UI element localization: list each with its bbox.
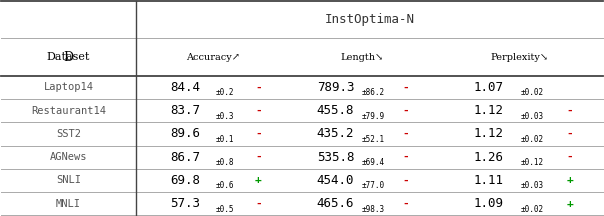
Text: 83.7: 83.7 xyxy=(170,104,200,117)
Text: MNLI: MNLI xyxy=(56,199,81,209)
Text: ±0.3: ±0.3 xyxy=(216,111,234,121)
Text: ±0.02: ±0.02 xyxy=(521,135,544,144)
Text: +: + xyxy=(566,175,573,185)
Text: ±52.1: ±52.1 xyxy=(362,135,385,144)
Text: 57.3: 57.3 xyxy=(170,197,200,210)
Text: Perplexity↘: Perplexity↘ xyxy=(490,52,548,62)
Text: ±69.4: ±69.4 xyxy=(362,158,385,167)
Text: ±0.1: ±0.1 xyxy=(216,135,234,144)
Text: ±79.9: ±79.9 xyxy=(362,111,385,121)
Text: Dataset: Dataset xyxy=(47,52,90,62)
Text: +: + xyxy=(566,199,573,209)
Text: ±0.03: ±0.03 xyxy=(521,111,544,121)
Text: 1.12: 1.12 xyxy=(474,127,504,140)
Text: ±0.02: ±0.02 xyxy=(521,88,544,97)
Text: ±0.5: ±0.5 xyxy=(216,205,234,214)
Text: ±0.03: ±0.03 xyxy=(521,181,544,190)
Text: -: - xyxy=(566,152,573,162)
Text: ±0.6: ±0.6 xyxy=(216,181,234,190)
Text: AGNews: AGNews xyxy=(50,152,87,162)
Text: -: - xyxy=(402,175,409,185)
Text: -: - xyxy=(255,129,262,139)
Text: -: - xyxy=(255,199,262,209)
Text: Accuracy↗: Accuracy↗ xyxy=(185,52,239,62)
Text: 1.26: 1.26 xyxy=(474,151,504,164)
Text: SST2: SST2 xyxy=(56,129,81,139)
Text: Restaurant14: Restaurant14 xyxy=(31,106,106,116)
Text: Length↘: Length↘ xyxy=(340,52,383,62)
Text: -: - xyxy=(402,199,409,209)
Text: 89.6: 89.6 xyxy=(170,127,200,140)
Text: ±0.02: ±0.02 xyxy=(521,205,544,214)
Text: D: D xyxy=(63,51,74,64)
Text: 84.4: 84.4 xyxy=(170,81,200,94)
Text: 435.2: 435.2 xyxy=(316,127,354,140)
Text: -: - xyxy=(566,129,573,139)
Text: 535.8: 535.8 xyxy=(316,151,354,164)
Text: 86.7: 86.7 xyxy=(170,151,200,164)
Text: 1.12: 1.12 xyxy=(474,104,504,117)
Text: +: + xyxy=(255,175,262,185)
Text: -: - xyxy=(402,129,409,139)
Text: Laptop14: Laptop14 xyxy=(43,83,94,92)
Text: -: - xyxy=(402,83,409,92)
Text: 465.6: 465.6 xyxy=(316,197,354,210)
Text: 789.3: 789.3 xyxy=(316,81,354,94)
Text: -: - xyxy=(255,152,262,162)
Text: -: - xyxy=(566,106,573,116)
Text: InstOptima-N: InstOptima-N xyxy=(325,13,415,26)
Text: -: - xyxy=(402,152,409,162)
Text: ±77.0: ±77.0 xyxy=(362,181,385,190)
Text: 1.07: 1.07 xyxy=(474,81,504,94)
Text: 454.0: 454.0 xyxy=(316,174,354,187)
Text: ±98.3: ±98.3 xyxy=(362,205,385,214)
Text: 1.09: 1.09 xyxy=(474,197,504,210)
Text: ±0.8: ±0.8 xyxy=(216,158,234,167)
Text: SNLI: SNLI xyxy=(56,175,81,185)
Text: ±86.2: ±86.2 xyxy=(362,88,385,97)
Text: ±0.2: ±0.2 xyxy=(216,88,234,97)
Text: 1.11: 1.11 xyxy=(474,174,504,187)
Text: 455.8: 455.8 xyxy=(316,104,354,117)
Text: -: - xyxy=(255,83,262,92)
Text: ±0.12: ±0.12 xyxy=(521,158,544,167)
Text: -: - xyxy=(255,106,262,116)
Text: 69.8: 69.8 xyxy=(170,174,200,187)
Text: -: - xyxy=(402,106,409,116)
